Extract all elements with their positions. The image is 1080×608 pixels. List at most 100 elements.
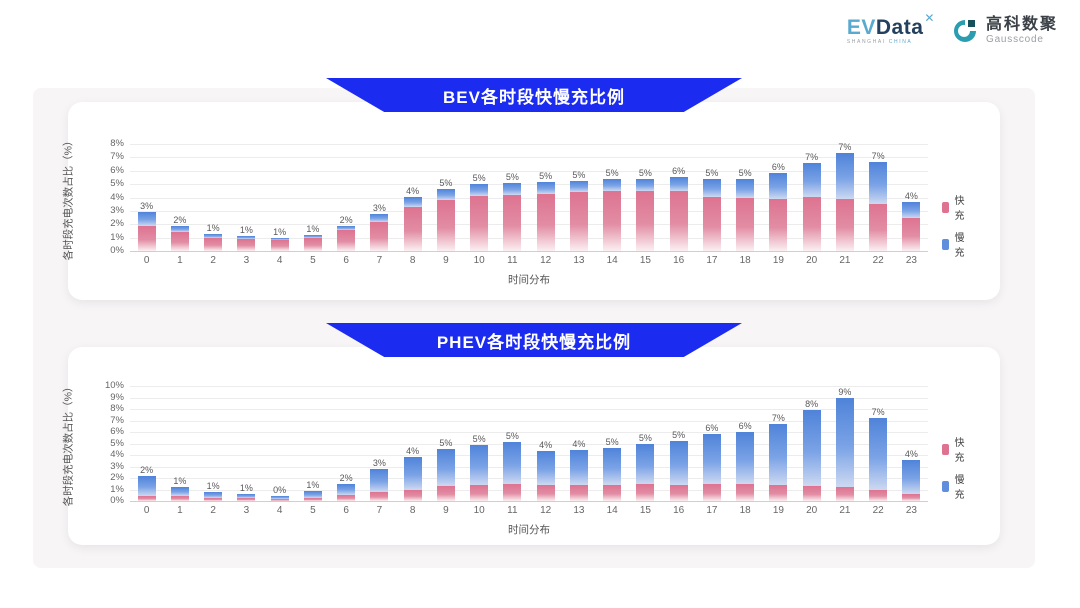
bar-column: 5% [429, 144, 462, 251]
bar-total-label: 2% [140, 464, 154, 475]
stacked-bar [470, 444, 489, 501]
bar-column: 5% [463, 144, 496, 251]
gridline [130, 237, 928, 239]
bar-total-label: 5% [705, 167, 719, 178]
evdata-ev: EV [846, 15, 876, 39]
slow-charge-segment [569, 181, 588, 193]
bar-column: 8% [795, 386, 828, 501]
stacked-bar [636, 443, 655, 501]
gausscode-logo: 高科数聚 Gausscode [951, 16, 1058, 46]
legend-item: 快充 [942, 192, 968, 222]
bar-column: 5% [496, 386, 529, 501]
gridline [130, 170, 928, 172]
x-tick-label: 17 [706, 255, 718, 266]
fast-charge-segment [769, 198, 788, 251]
gausscode-logo-icon [953, 19, 976, 42]
y-tick-label: 6% [110, 164, 124, 176]
evdata-sub-china: CHINA [888, 38, 913, 45]
gridline [130, 443, 928, 445]
bar-total-label: 7% [771, 412, 785, 423]
x-tick-label: 9 [443, 505, 449, 516]
bar-total-label: 5% [605, 436, 619, 447]
slow-charge-segment [869, 162, 888, 205]
x-tick-label: 0 [143, 505, 150, 516]
stacked-bar [337, 483, 356, 501]
fast-charge-segment [636, 483, 655, 501]
x-tick-label: 12 [540, 255, 552, 266]
legend-label: 慢充 [954, 233, 965, 259]
slow-charge-segment [902, 459, 921, 495]
x-tick-label: 14 [606, 505, 618, 516]
slow-charge-segment [503, 442, 522, 485]
x-tick-label: 21 [839, 505, 851, 516]
stacked-bar [569, 449, 588, 501]
stacked-bar [769, 172, 788, 251]
bar-total-label: 5% [505, 171, 519, 182]
fast-charge-segment [603, 190, 622, 251]
x-tick-label: 15 [639, 505, 651, 516]
bar-total-label: 5% [472, 433, 486, 444]
y-tick-label: 1% [110, 231, 124, 243]
bar-total-label: 6% [738, 421, 752, 431]
x-tick-label: 19 [772, 505, 784, 516]
y-tick-label: 10% [104, 380, 124, 391]
bar-column: 6% [762, 144, 795, 251]
slow-charge-segment [835, 153, 854, 199]
slow-charge-segment [436, 449, 455, 487]
fast-charge-segment [303, 497, 322, 501]
fast-charge-segment [137, 495, 156, 501]
bar-column: 2% [163, 144, 196, 251]
bar-total-label: 1% [173, 476, 187, 487]
stacked-bar [835, 153, 854, 251]
bar-column: 9% [828, 386, 861, 501]
slow-charge-segment [403, 196, 422, 207]
fast-charge-segment [569, 192, 588, 251]
bar-total-label: 1% [206, 480, 220, 491]
bar-column: 2% [330, 144, 363, 251]
stacked-bar [769, 423, 788, 501]
fast-charge-segment [270, 239, 289, 251]
x-tick-label: 7 [376, 255, 383, 266]
stacked-bar [736, 179, 755, 251]
fast-charge-segment [802, 196, 821, 251]
x-ticks: 0 1 2 3 4 5 6 7 8 9 10 11 12 13 14 15 16 17 18 19 20 21 22 23 [130, 255, 928, 267]
fast-charge-segment [869, 489, 888, 501]
slow-charge-segment [603, 447, 622, 486]
phev-chart: 10% 9% 8% 7% 6% 5% 4% 3% 2% 1% 0% 各时段充电次数占比（%） 2% 1… [63, 381, 965, 537]
stacked-bar [802, 410, 821, 501]
bar-column: 1% [296, 386, 329, 501]
fast-charge-segment [503, 194, 522, 251]
x-tick-label: 18 [739, 505, 751, 516]
bar-total-label: 9% [838, 386, 852, 397]
stacked-bar [603, 447, 622, 501]
bev-chart-card: BEV各时段快慢充比例 8% 7% 6% 5% 4% 3% 2% 1% 0% 各时段充电次数占比… [63, 78, 1000, 300]
bar-total-label: 1% [206, 222, 220, 233]
x-axis-title: 时间分布 [508, 274, 550, 286]
slow-charge-segment [769, 172, 788, 199]
x-tick-label: 16 [673, 255, 685, 266]
y-tick-label: 2% [110, 218, 124, 230]
stacked-bar [270, 495, 289, 501]
legend-swatch [942, 238, 950, 250]
stacked-bar [569, 181, 588, 251]
stacked-bar [337, 225, 356, 251]
x-tick-label: 4 [276, 505, 283, 516]
slow-charge-segment [170, 487, 189, 497]
stacked-bar [902, 459, 921, 501]
x-tick-label: 0 [143, 255, 150, 266]
bar-column: 5% [596, 144, 629, 251]
x-tick-label: 22 [872, 255, 884, 266]
x-tick-label: 2 [210, 505, 216, 516]
gridline [130, 144, 928, 145]
bar-total-label: 4% [539, 439, 553, 450]
slow-charge-segment [204, 491, 223, 498]
slow-charge-segment [702, 178, 721, 197]
stacked-bar [802, 162, 821, 251]
phev-chart-card: PHEV各时段快慢充比例 10% 9% 8% 7% 6% 5% 4% 3% 2% 1% 0% 各时段… [63, 323, 1000, 545]
stacked-bar [137, 475, 156, 501]
bar-total-label: 1% [239, 483, 253, 494]
slow-charge-segment [669, 441, 688, 485]
fast-charge-segment [869, 204, 888, 251]
charts-panel: BEV各时段快慢充比例 8% 7% 6% 5% 4% 3% 2% 1% 0% 各时段充电次数占比… [33, 78, 1035, 568]
y-tick-label: 8% [110, 138, 124, 149]
